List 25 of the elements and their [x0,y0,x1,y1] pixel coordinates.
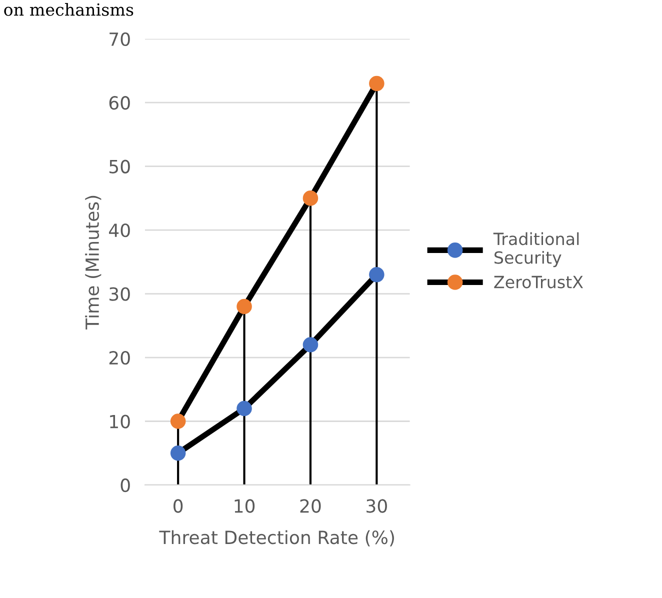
y-tick-label: 0 [120,478,130,492]
y-tick-label: 50 [110,160,130,174]
y-tick-label: 40 [108,224,130,238]
point [170,414,186,429]
text: on mechanisms [4,2,134,16]
x-tick-label: 10 [234,499,255,513]
y-tick-label: 20 [109,350,130,365]
point [369,267,384,282]
y-tick-label: 70 [110,32,130,46]
point [236,400,252,416]
legend-label: ZeroTrustX [494,276,584,288]
x-axis-title: Threat Detection Rate (%) [159,530,394,546]
point [302,190,318,206]
y-tick-label: 30 [109,287,130,301]
x-tick-label: 20 [300,499,321,513]
x-tick-label: 0 [174,499,183,513]
point [236,298,252,314]
legend-label: Traditional Security [493,232,579,268]
point [369,76,384,92]
x-tick-label: 30 [366,499,387,513]
point [170,445,186,461]
point [302,337,318,352]
y-tick-label: 10 [110,414,130,428]
y-axis-title: Time (Minutes) [85,196,102,330]
y-tick-label: 60 [109,96,130,110]
